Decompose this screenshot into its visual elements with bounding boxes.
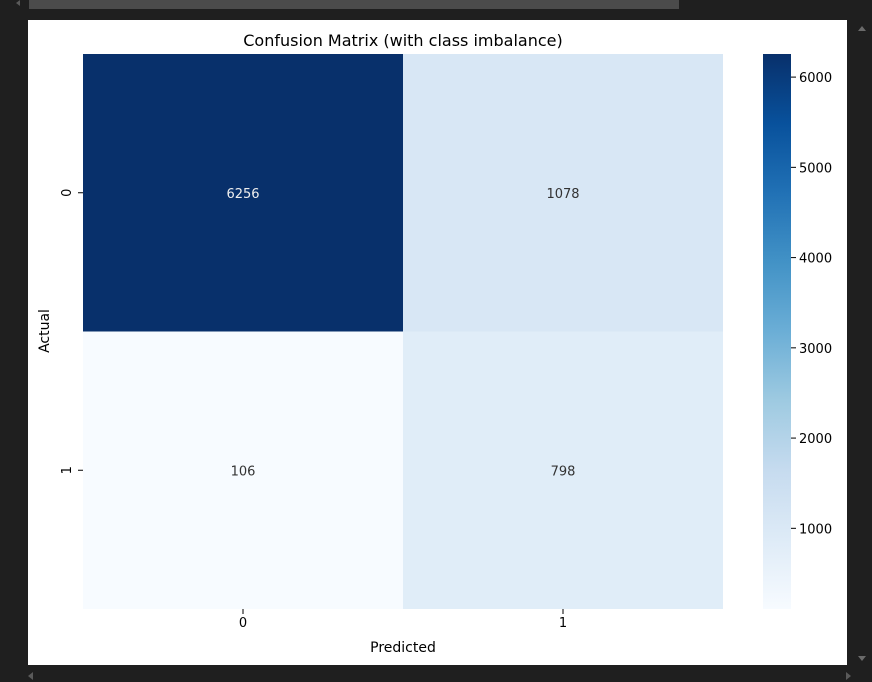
cell-value-label-1-1: 798 xyxy=(551,464,576,479)
colorbar-tick-label-4: 5000 xyxy=(799,161,832,176)
vertical-scrollbar[interactable] xyxy=(846,20,872,666)
heatmap-cell-0-0 xyxy=(83,54,403,332)
scroll-left-arrow-icon[interactable] xyxy=(28,672,33,680)
heatmap-cells: 6256 1078 106 798 xyxy=(83,54,723,609)
heatmap-cell-1-0 xyxy=(83,331,403,609)
scroll-right-arrow-icon[interactable] xyxy=(846,672,851,680)
x-axis-label: Predicted xyxy=(370,640,436,656)
y-axis-label: Actual xyxy=(37,309,53,353)
colorbar-tick-label-2: 3000 xyxy=(799,342,832,357)
colorbar-tick-label-0: 1000 xyxy=(799,522,832,537)
cell-value-label-0-0: 6256 xyxy=(226,187,259,202)
cell-value-label-0-1: 1078 xyxy=(546,187,579,202)
horizontal-scrollbar-thumb[interactable] xyxy=(29,0,679,9)
colorbar-tick-label-3: 4000 xyxy=(799,252,832,267)
scroll-left-arrow-top-icon[interactable] xyxy=(16,0,20,6)
x-tick-label-0: 0 xyxy=(239,616,247,631)
chart-title: Confusion Matrix (with class imbalance) xyxy=(243,31,562,50)
x-tick-label-1: 1 xyxy=(559,616,567,631)
cell-output-panel: Confusion Matrix (with class imbalance) … xyxy=(28,20,847,665)
colorbar-ticks: 1000 2000 3000 4000 5000 6000 xyxy=(791,71,832,537)
heatmap-cell-1-1 xyxy=(403,331,723,609)
colorbar-tick-label-1: 2000 xyxy=(799,432,832,447)
confusion-matrix-chart: Confusion Matrix (with class imbalance) … xyxy=(37,31,832,656)
y-axis-ticks: 01 xyxy=(60,189,83,474)
scroll-down-arrow-icon[interactable] xyxy=(858,656,866,661)
y-tick-label-1: 1 xyxy=(60,466,75,474)
colorbar xyxy=(763,54,791,609)
heatmap-cell-0-1 xyxy=(403,54,723,332)
scroll-up-arrow-icon[interactable] xyxy=(858,26,866,31)
colorbar-tick-label-5: 6000 xyxy=(799,71,832,86)
cell-value-label-1-0: 106 xyxy=(231,464,256,479)
y-tick-label-0: 0 xyxy=(60,189,75,197)
